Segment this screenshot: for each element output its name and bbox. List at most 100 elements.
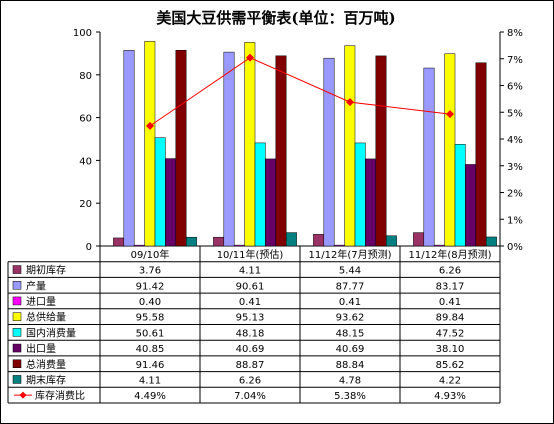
bar-0-3: [413, 232, 425, 247]
bar-0-2: [313, 234, 325, 247]
data-label-8-3: 4.93%: [434, 391, 466, 402]
y-tick-label: 60: [79, 114, 92, 125]
data-label-8-1: 7.04%: [234, 391, 266, 402]
data-label-1-1: 90.61: [236, 281, 265, 292]
data-label-5-3: 38.10: [436, 344, 465, 355]
data-label-2-1: 0.41: [239, 297, 261, 308]
data-label-6-1: 88.87: [236, 360, 265, 371]
category-label-2: 11/12年(7月预测): [309, 248, 392, 261]
bar-1-1: [223, 51, 235, 247]
legend-key-3: [12, 312, 22, 321]
data-label-2-0: 0.40: [139, 297, 161, 308]
category-label-3: 11/12年(8月预测): [409, 248, 492, 261]
bar-4-0: [154, 137, 166, 247]
legend-label-5: 出口量: [26, 342, 56, 355]
legend-key-1: [12, 281, 22, 290]
y-tick-label: 100: [73, 28, 92, 39]
bar-2-3: [433, 244, 445, 247]
bar-1-2: [323, 57, 335, 247]
bar-5-3: [465, 164, 477, 247]
bar-5-2: [365, 158, 377, 247]
data-label-2-3: 0.41: [439, 297, 461, 308]
legend-key-4: [12, 328, 22, 337]
ratio-point-1: [246, 53, 254, 62]
y-tick-label: 80: [79, 71, 92, 82]
bar-7-0: [185, 236, 197, 247]
data-label-0-1: 4.11: [239, 266, 261, 277]
data-label-0-2: 5.44: [339, 266, 361, 277]
data-label-7-2: 4.78: [339, 375, 361, 386]
y2-tick-label: 1%: [507, 215, 523, 226]
y2-tick-label: 8%: [507, 28, 523, 39]
legend-label-8: 库存消费比: [35, 389, 85, 402]
ratio-point-0: [146, 121, 154, 130]
legend-key-2: [12, 296, 22, 306]
data-label-5-0: 40.85: [136, 344, 165, 355]
y2-tick-label: 3%: [507, 162, 523, 173]
bar-7-3: [485, 236, 497, 247]
bar-7-2: [385, 235, 397, 247]
bar-6-2: [375, 55, 387, 247]
data-label-7-0: 4.11: [139, 375, 161, 386]
bar-4-3: [454, 144, 466, 247]
data-label-1-0: 91.42: [136, 281, 165, 292]
data-label-1-3: 83.17: [436, 281, 465, 292]
data-label-3-0: 95.58: [136, 313, 165, 324]
bar-4-1: [254, 142, 266, 247]
legend-label-7: 期末库存: [26, 373, 66, 386]
bar-2-1: [233, 244, 245, 247]
category-label-1: 10/11年(预估): [217, 248, 284, 261]
data-label-8-0: 4.49%: [134, 391, 166, 402]
bar-6-0: [175, 50, 187, 247]
data-label-6-3: 85.62: [436, 360, 465, 371]
data-label-6-0: 91.46: [136, 360, 165, 371]
legend-label-1: 产量: [26, 279, 46, 292]
data-label-4-2: 48.15: [336, 328, 365, 339]
legend-label-4: 国内消费量: [26, 326, 76, 339]
bar-3-1: [244, 42, 256, 247]
legend-label-6: 总消费量: [26, 358, 66, 371]
data-label-3-3: 89.84: [436, 313, 465, 324]
category-label-0: 09/10年: [131, 248, 170, 261]
ratio-line: [149, 57, 451, 127]
y2-tick-label: 2%: [507, 189, 523, 200]
bar-3-0: [144, 41, 156, 247]
bar-5-0: [165, 158, 177, 247]
data-label-4-0: 50.61: [136, 328, 165, 339]
bar-3-3: [444, 53, 456, 247]
data-label-7-1: 6.26: [239, 375, 261, 386]
y-tick-label: 20: [79, 199, 92, 210]
bar-7-1: [285, 232, 297, 247]
legend-key-0: [12, 265, 22, 274]
legend-key-5: [12, 343, 22, 353]
data-label-0-0: 3.76: [139, 266, 161, 277]
legend-label-2: 进口量: [26, 296, 56, 308]
ratio-point-2: [346, 98, 354, 107]
data-label-4-3: 47.52: [436, 328, 465, 339]
bar-1-3: [423, 67, 435, 247]
legend-line-marker: [19, 391, 27, 399]
bar-1-0: [123, 50, 135, 247]
bar-4-2: [354, 142, 366, 247]
data-label-4-1: 48.18: [236, 328, 265, 339]
bar-6-3: [475, 62, 487, 247]
bar-6-1: [275, 55, 287, 247]
bar-2-0: [133, 244, 145, 247]
data-label-6-2: 88.84: [336, 360, 365, 371]
data-label-8-2: 5.38%: [334, 391, 366, 402]
y2-tick-label: 0%: [507, 242, 523, 253]
y-tick-label: 40: [79, 156, 92, 167]
data-label-7-3: 4.22: [439, 375, 461, 386]
y2-tick-label: 5%: [507, 108, 523, 119]
bar-0-1: [213, 236, 225, 247]
y2-tick-label: 6%: [507, 82, 523, 93]
data-label-3-2: 93.62: [336, 313, 365, 324]
data-label-0-3: 6.26: [439, 266, 461, 277]
data-label-1-2: 87.77: [336, 281, 365, 292]
data-label-3-1: 95.13: [236, 313, 265, 324]
y2-tick-label: 4%: [507, 135, 523, 146]
bar-0-0: [113, 237, 125, 247]
ratio-point-3: [446, 110, 454, 119]
data-label-5-2: 40.69: [336, 344, 365, 355]
